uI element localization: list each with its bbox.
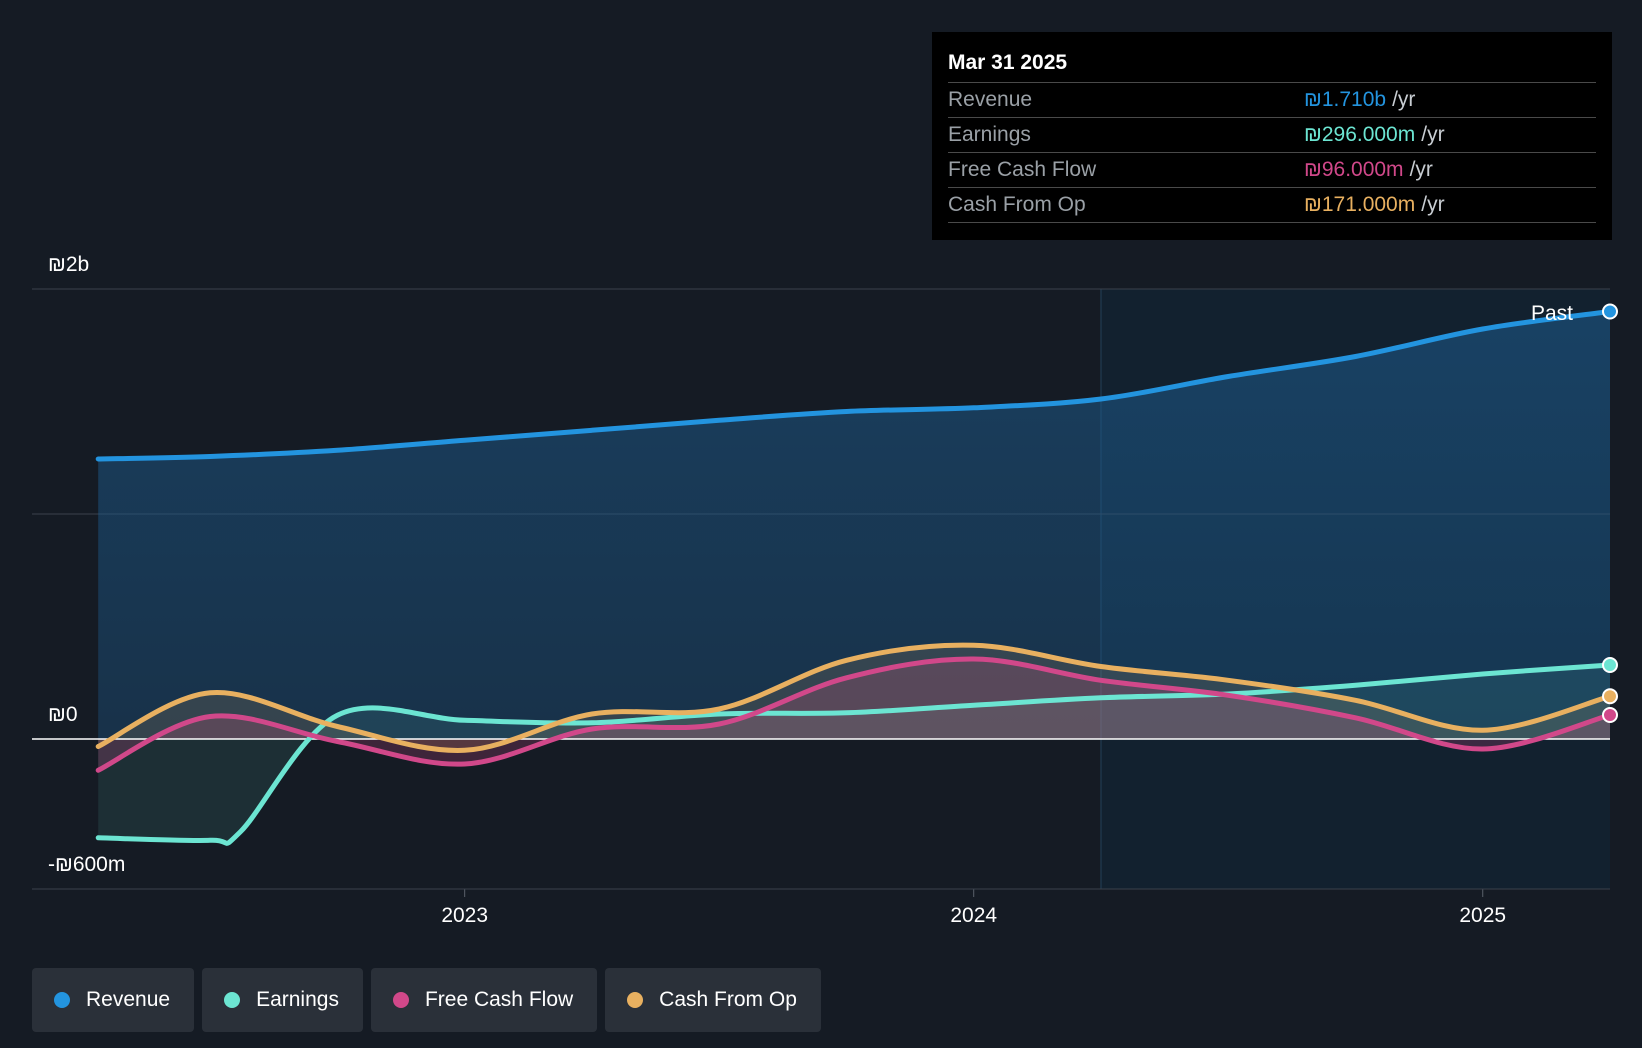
tooltip-row-cash-from-op: Cash From Op ₪171.000m/yr (948, 188, 1596, 223)
series-earnings-end-dot (1602, 657, 1618, 673)
tooltip-row-label: Earnings (948, 123, 1031, 146)
series-earnings-area (98, 665, 1611, 844)
tooltip-row-value: ₪171.000m (1304, 193, 1416, 216)
x-tick-label-1: 2024 (950, 904, 997, 927)
legend-item-cash-from-op[interactable]: Cash From Op (605, 968, 821, 1032)
x-tick-label-2: 2025 (1459, 904, 1506, 927)
series-cash-from-op-end-dot (1602, 688, 1618, 705)
tooltip-row-value: ₪1.710b (1304, 88, 1387, 111)
x-tick-label-0: 2023 (441, 904, 488, 927)
legend-label: Cash From Op (659, 988, 797, 1011)
legend-dot-icon (224, 992, 241, 1008)
tooltip-row-label: Cash From Op (948, 193, 1086, 216)
legend-dot-icon (392, 992, 409, 1008)
legend-dot-icon (627, 992, 644, 1008)
past-label: Past (1531, 302, 1573, 325)
legend-item-earnings[interactable]: Earnings (202, 968, 363, 1032)
legend-label: Free Cash Flow (424, 988, 574, 1011)
series-free-cash-flow-line (95, 656, 1613, 773)
series-revenue-line (95, 309, 1613, 462)
x-axis-ticks: 2023 2024 2025 (32, 888, 1610, 927)
tooltip-row-unit: /yr (1409, 158, 1433, 181)
legend-item-free-cash-flow[interactable]: Free Cash Flow (370, 968, 598, 1032)
series-cash-from-op-line (95, 642, 1613, 753)
series-cash-from-op-area (98, 645, 1611, 751)
series-revenue-area (98, 311, 1611, 739)
legend: Revenue Earnings Free Cash Flow Cash From O… (32, 968, 821, 1032)
series-lines (95, 309, 1613, 846)
tooltip-date: Mar 31 2025 (948, 44, 1596, 83)
tooltip-row-earnings: Earnings ₪296.000m/yr (948, 118, 1596, 153)
tooltip-row-unit: /yr (1392, 88, 1416, 111)
tooltip-row-value: ₪96.000m (1304, 158, 1404, 181)
tooltip-row-value: ₪296.000m (1304, 123, 1416, 146)
y-tick-label-1: ₪0 (48, 703, 78, 726)
series-revenue-end-dot (1602, 303, 1618, 320)
tooltip-row-label: Free Cash Flow (948, 158, 1097, 181)
series-earnings-line (95, 662, 1613, 846)
legend-item-revenue[interactable]: Revenue (32, 968, 195, 1032)
tooltip-panel: Mar 31 2025 Revenue ₪1.710b/yr Earnings ₪29… (932, 32, 1612, 240)
tooltip-row-revenue: Revenue ₪1.710b/yr (948, 83, 1596, 118)
tooltip-rows: Revenue ₪1.710b/yr Earnings ₪296.000m/yr Fre… (948, 83, 1596, 223)
legend-dot-icon (54, 992, 70, 1008)
y-tick-label-0: ₪2b (48, 253, 90, 276)
tooltip-row-label: Revenue (948, 88, 1033, 111)
legend-label: Revenue (86, 988, 171, 1011)
tooltip-row-unit: /yr (1421, 123, 1445, 146)
series-free-cash-flow-end-dot (1602, 707, 1618, 723)
tooltip-row-free-cash-flow: Free Cash Flow ₪96.000m/yr (948, 153, 1596, 188)
legend-label: Earnings (256, 988, 339, 1011)
y-tick-label-2: -₪600m (48, 853, 126, 876)
series-end-markers (1602, 303, 1618, 723)
tooltip-row-unit: /yr (1421, 193, 1445, 216)
